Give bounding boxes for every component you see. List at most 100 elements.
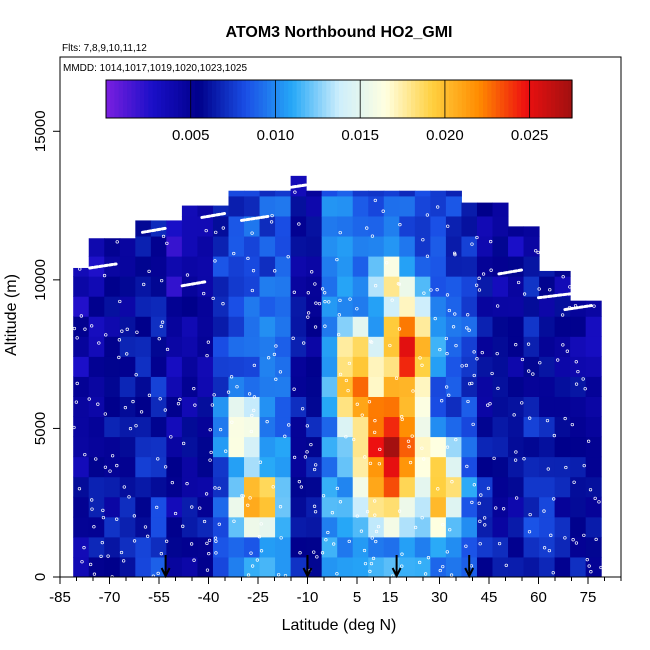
heatmap-cell	[259, 416, 276, 438]
heatmap-cell	[539, 270, 556, 277]
colorbar-segment	[512, 80, 518, 118]
sample-point	[369, 561, 374, 566]
colorbar-tick-label: 0.010	[257, 127, 295, 144]
heatmap-cell	[104, 256, 121, 277]
y-tick-label: 10000	[32, 259, 49, 301]
sample-point	[373, 513, 377, 517]
heatmap-cell	[476, 236, 493, 257]
sample-point	[312, 504, 317, 508]
heatmap-cell	[368, 296, 385, 317]
heatmap-cell	[88, 516, 105, 538]
colorbar-tick-label: 0.005	[172, 127, 210, 144]
heatmap-cell	[570, 516, 587, 538]
sample-point	[224, 449, 228, 453]
heatmap-cell	[73, 376, 90, 397]
heatmap-cell	[461, 256, 478, 277]
sample-point	[163, 408, 167, 412]
heatmap-cell	[181, 536, 198, 558]
heatmap-cell	[352, 190, 369, 197]
heatmap-cell	[352, 436, 369, 458]
heatmap-cell	[539, 476, 556, 498]
heatmap-cell	[119, 556, 136, 578]
heatmap-cell	[337, 256, 354, 277]
sample-point	[255, 558, 259, 562]
heatmap-cell	[244, 236, 261, 257]
sample-point	[206, 340, 211, 344]
sample-point	[151, 574, 156, 578]
heatmap-cell	[212, 356, 229, 377]
heatmap-cell	[445, 516, 462, 538]
sample-point	[251, 269, 256, 273]
heatmap-cell	[244, 396, 261, 418]
heatmap-cell	[508, 556, 525, 578]
sample-point	[490, 371, 494, 376]
sample-point	[101, 515, 106, 520]
sample-point	[198, 506, 202, 510]
heatmap-cell	[508, 376, 525, 397]
heatmap-cell	[539, 556, 556, 578]
heatmap-cell	[445, 556, 462, 578]
sample-point	[561, 343, 565, 347]
sample-point	[373, 198, 377, 203]
heatmap-cell	[275, 195, 292, 217]
heatmap-cell	[492, 496, 509, 518]
sample-point	[292, 387, 296, 391]
sample-point	[88, 562, 93, 567]
sample-point	[78, 267, 82, 271]
sample-point	[205, 568, 210, 572]
heatmap-cell	[476, 436, 493, 458]
colorbar-segment	[275, 80, 281, 118]
colorbar-segment	[402, 80, 408, 118]
heatmap-cell	[181, 496, 198, 518]
colorbar-segment	[114, 80, 120, 118]
heatmap-cell	[492, 336, 509, 357]
sample-point	[352, 437, 356, 442]
sample-point	[92, 572, 97, 576]
heatmap-cell	[383, 476, 400, 498]
heatmap-cell	[554, 270, 571, 277]
sample-point	[218, 428, 223, 432]
sample-point	[450, 480, 454, 484]
sample-point	[131, 399, 135, 404]
sample-point	[394, 376, 399, 380]
heatmap-cell	[88, 238, 105, 257]
heatmap-cell	[430, 496, 447, 518]
sample-point	[217, 486, 221, 490]
heatmap-cell	[306, 256, 323, 277]
heatmap-cell	[337, 316, 354, 337]
heatmap-cell	[539, 416, 556, 438]
heatmap-cell	[119, 436, 136, 458]
sample-point	[368, 569, 372, 574]
heatmap-cell	[414, 190, 431, 197]
heatmap-cell	[290, 336, 307, 357]
sample-point	[297, 480, 301, 484]
heatmap-cell	[539, 396, 556, 418]
sample-point	[122, 485, 126, 489]
heatmap-cell	[383, 236, 400, 257]
colorbar-segment	[228, 80, 234, 118]
heatmap-cell	[508, 316, 525, 337]
heatmap-cell	[430, 396, 447, 418]
heatmap-cell	[73, 456, 90, 478]
heatmap-cell	[244, 456, 261, 478]
heatmap-cell	[508, 396, 525, 418]
sample-point	[128, 427, 133, 431]
colorbar-segment	[546, 80, 552, 118]
heatmap-cell	[228, 556, 245, 578]
colorbar-segment	[211, 80, 217, 118]
sample-point	[365, 226, 369, 230]
heatmap-cell	[119, 316, 136, 337]
heatmap-cell	[321, 356, 338, 377]
sample-point	[123, 406, 128, 410]
heatmap-cell	[368, 215, 385, 237]
flight-sample-points	[72, 182, 603, 579]
sample-point	[465, 326, 469, 330]
heatmap-cell	[430, 256, 447, 277]
heatmap-cell	[352, 456, 369, 478]
heatmap-cell	[166, 236, 183, 257]
sample-point	[320, 287, 325, 291]
heatmap-cell	[337, 190, 354, 197]
sample-point	[117, 355, 121, 360]
heatmap-cell	[275, 556, 292, 578]
sample-point	[570, 422, 574, 427]
